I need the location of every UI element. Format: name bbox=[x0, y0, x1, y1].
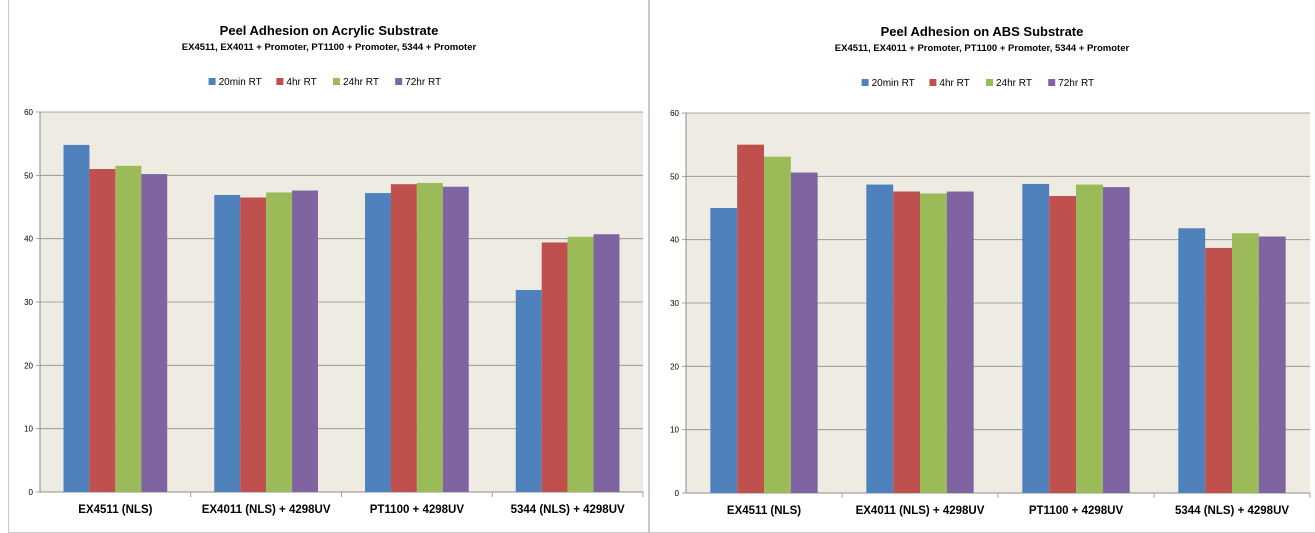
legend-label: 20min RT bbox=[219, 77, 262, 88]
bar bbox=[214, 194, 241, 492]
bar bbox=[266, 192, 293, 492]
bar bbox=[866, 184, 894, 494]
legend-label: 72hr RT bbox=[1058, 78, 1094, 89]
bar bbox=[240, 197, 267, 492]
y-tick-label: 20 bbox=[670, 362, 679, 371]
bar bbox=[515, 289, 542, 492]
legend-swatch bbox=[276, 78, 284, 85]
bar bbox=[737, 144, 764, 493]
legend-swatch bbox=[1048, 79, 1056, 86]
y-tick-label: 40 bbox=[670, 236, 679, 245]
abs-chart-panel: Peel Adhesion on ABS Substrate EX4511, E… bbox=[649, 0, 1315, 533]
acrylic-chart-panel: Peel Adhesion on Acrylic Substrate EX451… bbox=[8, 0, 649, 533]
bar bbox=[292, 190, 318, 493]
legend-swatch bbox=[333, 78, 340, 85]
chart-subtitle: EX4511, EX4011 + Promoter, PT1100 + Prom… bbox=[835, 43, 1130, 54]
y-tick-label: 60 bbox=[24, 108, 33, 117]
y-tick-label: 10 bbox=[24, 425, 33, 434]
bar bbox=[1232, 233, 1259, 494]
legend-swatch bbox=[986, 79, 993, 86]
y-tick-label: 20 bbox=[24, 361, 33, 370]
bar bbox=[893, 191, 920, 494]
x-tick-label: EX4011 (NLS) + 4298UV bbox=[202, 504, 331, 516]
legend-swatch bbox=[395, 78, 403, 85]
bar bbox=[567, 236, 594, 492]
y-tick-label: 30 bbox=[670, 299, 679, 308]
bar bbox=[1178, 228, 1206, 493]
legend-label: 24hr RT bbox=[343, 77, 379, 88]
chart-subtitle: EX4511, EX4011 + Promoter, PT1100 + Prom… bbox=[182, 42, 477, 53]
y-tick-label: 50 bbox=[24, 171, 33, 180]
x-tick-label: EX4011 (NLS) + 4298UV bbox=[856, 505, 985, 517]
legend-swatch bbox=[861, 79, 869, 86]
legend-swatch bbox=[929, 79, 937, 86]
bar bbox=[764, 156, 791, 493]
abs-chart: Peel Adhesion on ABS Substrate EX4511, E… bbox=[670, 24, 1311, 517]
bar bbox=[1205, 247, 1232, 493]
bar bbox=[63, 144, 90, 492]
x-tick-label: 5344 (NLS) + 4298UV bbox=[1175, 505, 1289, 517]
bar bbox=[593, 234, 620, 492]
bar bbox=[1022, 183, 1050, 493]
y-tick-label: 0 bbox=[29, 488, 34, 497]
bar bbox=[1076, 184, 1103, 494]
legend-label: 24hr RT bbox=[996, 78, 1032, 89]
bar bbox=[1102, 187, 1130, 493]
y-tick-label: 10 bbox=[670, 426, 679, 435]
x-tick-label: EX4511 (NLS) bbox=[727, 505, 801, 517]
bar bbox=[1258, 236, 1286, 493]
bar bbox=[416, 182, 443, 492]
chart-title: Peel Adhesion on Acrylic Substrate bbox=[220, 23, 439, 38]
legend-label: 4hr RT bbox=[286, 77, 316, 88]
legend-label: 20min RT bbox=[872, 78, 915, 89]
y-tick-label: 0 bbox=[675, 489, 680, 498]
y-tick-label: 50 bbox=[670, 172, 679, 181]
y-tick-label: 30 bbox=[24, 298, 33, 307]
bar bbox=[920, 193, 947, 493]
x-tick-label: PT1100 + 4298UV bbox=[370, 504, 465, 516]
bar bbox=[1049, 195, 1076, 493]
bar bbox=[89, 169, 116, 492]
legend-swatch bbox=[208, 78, 216, 85]
bar bbox=[141, 174, 168, 493]
bar bbox=[390, 184, 417, 492]
bar bbox=[946, 191, 974, 494]
bar bbox=[790, 172, 818, 494]
y-tick-label: 40 bbox=[24, 235, 33, 244]
bar bbox=[365, 193, 391, 493]
x-tick-label: PT1100 + 4298UV bbox=[1029, 505, 1124, 517]
legend-label: 4hr RT bbox=[939, 78, 969, 89]
y-tick-label: 60 bbox=[670, 109, 679, 118]
bar bbox=[442, 186, 469, 492]
acrylic-chart: Peel Adhesion on Acrylic Substrate EX451… bbox=[24, 23, 644, 516]
chart-title: Peel Adhesion on ABS Substrate bbox=[881, 24, 1084, 39]
x-tick-label: EX4511 (NLS) bbox=[78, 504, 152, 516]
bar bbox=[710, 208, 738, 493]
x-tick-label: 5344 (NLS) + 4298UV bbox=[511, 504, 625, 516]
legend-label: 72hr RT bbox=[405, 77, 441, 88]
bar bbox=[541, 242, 568, 492]
bar bbox=[115, 165, 142, 493]
